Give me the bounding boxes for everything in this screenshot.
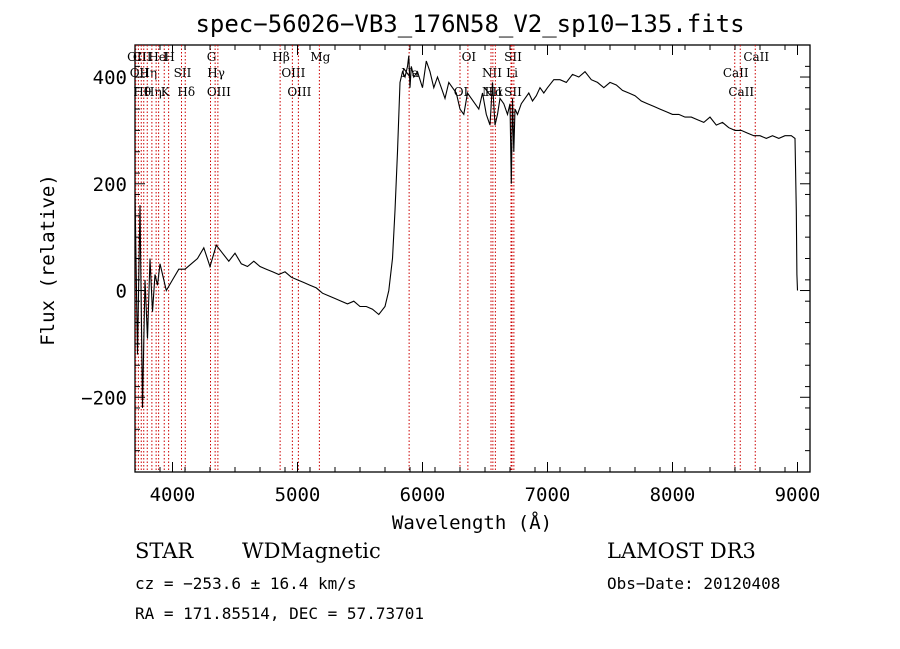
survey-name: LAMOST DR3: [607, 539, 756, 563]
spectral-line-label: CaII: [728, 85, 754, 99]
object-subclass: WDMagnetic: [242, 539, 381, 563]
y-tick-label: 400: [93, 67, 127, 89]
spectral-line-label: SII: [174, 66, 192, 80]
spectral-line-label: OIII: [287, 85, 311, 99]
spectral-line-label: NII: [482, 66, 502, 80]
observation-date: Obs−Date: 20120408: [607, 574, 780, 593]
redshift-value: cz = −253.6 ± 16.4 km/s: [135, 574, 357, 593]
spectral-line-label: Hγ: [207, 66, 225, 80]
spectral-line-label: CaII: [723, 66, 749, 80]
spectral-line-label: OII: [130, 66, 150, 80]
x-tick-label: 7000: [525, 484, 571, 506]
spectral-line-label: OI: [462, 50, 477, 64]
y-axis-label: Flux (relative): [37, 174, 59, 346]
spectral-line-markers: OIIOIIHθCIIHηHηHeKIHSIIHδGHγOIIIHβOIIIOI…: [127, 45, 769, 472]
axis-ticks: 4000 5000 6000 7000 8000 9000 −200 0 200 400: [81, 45, 820, 506]
spectral-line-label: Hβ: [272, 50, 289, 64]
spectral-line-label: SII: [504, 85, 522, 99]
y-tick-label: −200: [81, 387, 127, 409]
spectral-line-label: K: [161, 85, 171, 99]
spectral-line-label: Hδ: [177, 85, 195, 99]
spectral-line-label: I: [163, 50, 168, 64]
spectrum-series-line: [134, 55, 799, 408]
chart-title: spec−56026−VB3_176N58_V2_sp10−135.fits: [195, 10, 744, 38]
x-axis-label: Wavelength (Å): [392, 511, 552, 534]
spectral-line-label: Hθ: [133, 85, 151, 99]
spectral-line-label: Hη: [144, 85, 162, 99]
spectral-line-label: He: [148, 50, 166, 64]
spectral-line-label: OIII: [207, 85, 231, 99]
spectral-line-label: CaII: [743, 50, 769, 64]
spectral-line-label: G: [207, 50, 217, 64]
spectral-line-label: Hα: [485, 85, 504, 99]
x-tick-label: 6000: [400, 484, 446, 506]
x-tick-label: 4000: [150, 484, 196, 506]
coordinates: RA = 171.85514, DEC = 57.73701: [135, 604, 424, 623]
x-tick-label: 9000: [775, 484, 821, 506]
plot-frame: [134, 44, 811, 473]
x-tick-label: 5000: [275, 484, 321, 506]
y-tick-label: 200: [93, 174, 127, 196]
spectral-line-label: Mg: [310, 50, 330, 64]
y-tick-label: 0: [116, 281, 127, 303]
x-tick-label: 8000: [650, 484, 696, 506]
spectral-line-label: Hη: [139, 66, 157, 80]
spectral-line-label: SII: [504, 50, 522, 64]
spectral-line-label: H: [164, 50, 174, 64]
spectral-line-label: OII: [127, 50, 147, 64]
spectral-line-label: OIII: [281, 66, 305, 80]
object-class: STAR: [135, 539, 194, 563]
